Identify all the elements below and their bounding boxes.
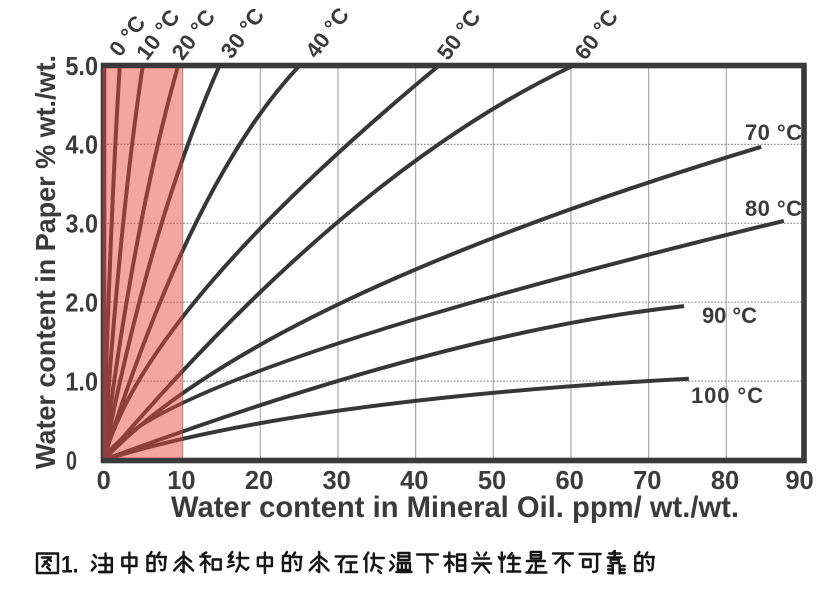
svg-text:0: 0 — [97, 467, 111, 495]
svg-text:Water content in Paper % wt./w: Water content in Paper % wt./wt. — [30, 55, 61, 469]
svg-text:90 °C: 90 °C — [702, 303, 757, 328]
svg-text:4.0: 4.0 — [65, 132, 98, 160]
svg-text:80 °C: 80 °C — [745, 196, 802, 221]
svg-text:50: 50 — [478, 467, 506, 495]
svg-text:100 °C: 100 °C — [691, 383, 763, 408]
svg-text:60: 60 — [556, 467, 584, 495]
svg-text:10: 10 — [167, 467, 195, 495]
svg-text:0: 0 — [66, 448, 77, 476]
svg-text:5.0: 5.0 — [65, 53, 98, 81]
svg-text:70: 70 — [633, 467, 661, 495]
svg-text:40: 40 — [400, 467, 428, 495]
svg-text:1.0: 1.0 — [65, 368, 98, 396]
svg-text:Water content in Mineral Oil.: Water content in Mineral Oil. ppm/ wt./w… — [171, 491, 739, 524]
svg-text:3.0: 3.0 — [65, 211, 98, 239]
svg-text:20: 20 — [245, 467, 273, 495]
svg-text:2.0: 2.0 — [65, 290, 98, 318]
svg-text:1.: 1. — [61, 552, 79, 579]
svg-text:80: 80 — [711, 467, 739, 495]
svg-text:90: 90 — [785, 467, 813, 495]
svg-text:70 °C: 70 °C — [745, 120, 802, 145]
svg-text:30: 30 — [323, 467, 351, 495]
